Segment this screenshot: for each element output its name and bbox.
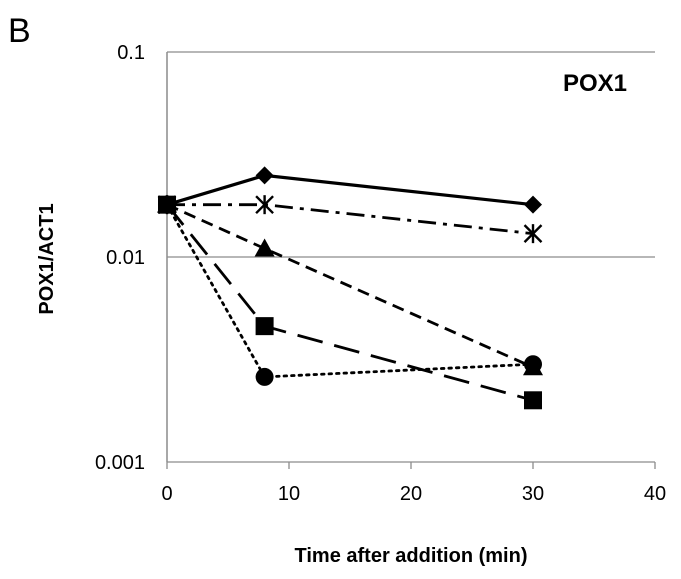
square-series — [158, 195, 542, 410]
panel-label: B — [8, 12, 31, 50]
y-tick-label: 0.01 — [106, 247, 145, 269]
x-tick-label: 40 — [644, 483, 666, 505]
circle-marker — [524, 355, 542, 374]
circle-series — [158, 195, 542, 386]
diamond-series — [158, 166, 542, 214]
triangle-marker — [254, 238, 275, 257]
y-tick-label: 0.1 — [117, 42, 145, 64]
x-tick-label: 10 — [278, 483, 300, 505]
x-tick-label: 20 — [400, 483, 422, 505]
data-series — [157, 166, 543, 410]
axes — [166, 52, 656, 469]
y-axis-title: POX1/ACT1 — [36, 203, 58, 314]
x-axis-title: Time after addition (min) — [295, 545, 528, 567]
y-tick-label: 0.001 — [95, 452, 145, 474]
circle-marker — [255, 367, 274, 386]
x-tick-label: 30 — [522, 483, 544, 505]
diamond-marker — [524, 195, 542, 214]
triangle-series-line — [166, 203, 534, 369]
circle-marker — [158, 195, 176, 214]
diamond-series-line — [166, 173, 534, 207]
square-marker — [524, 391, 542, 410]
triangle-series — [157, 194, 543, 376]
diamond-marker — [255, 166, 274, 185]
tick-labels: 0.001 0.01 0.1 0 10 20 30 40 — [95, 42, 666, 505]
x-tick-label: 0 — [161, 483, 172, 505]
chart-title: POX1 — [563, 70, 627, 97]
gridlines — [167, 51, 655, 463]
square-marker — [255, 317, 274, 336]
asterisk-series — [157, 195, 543, 244]
